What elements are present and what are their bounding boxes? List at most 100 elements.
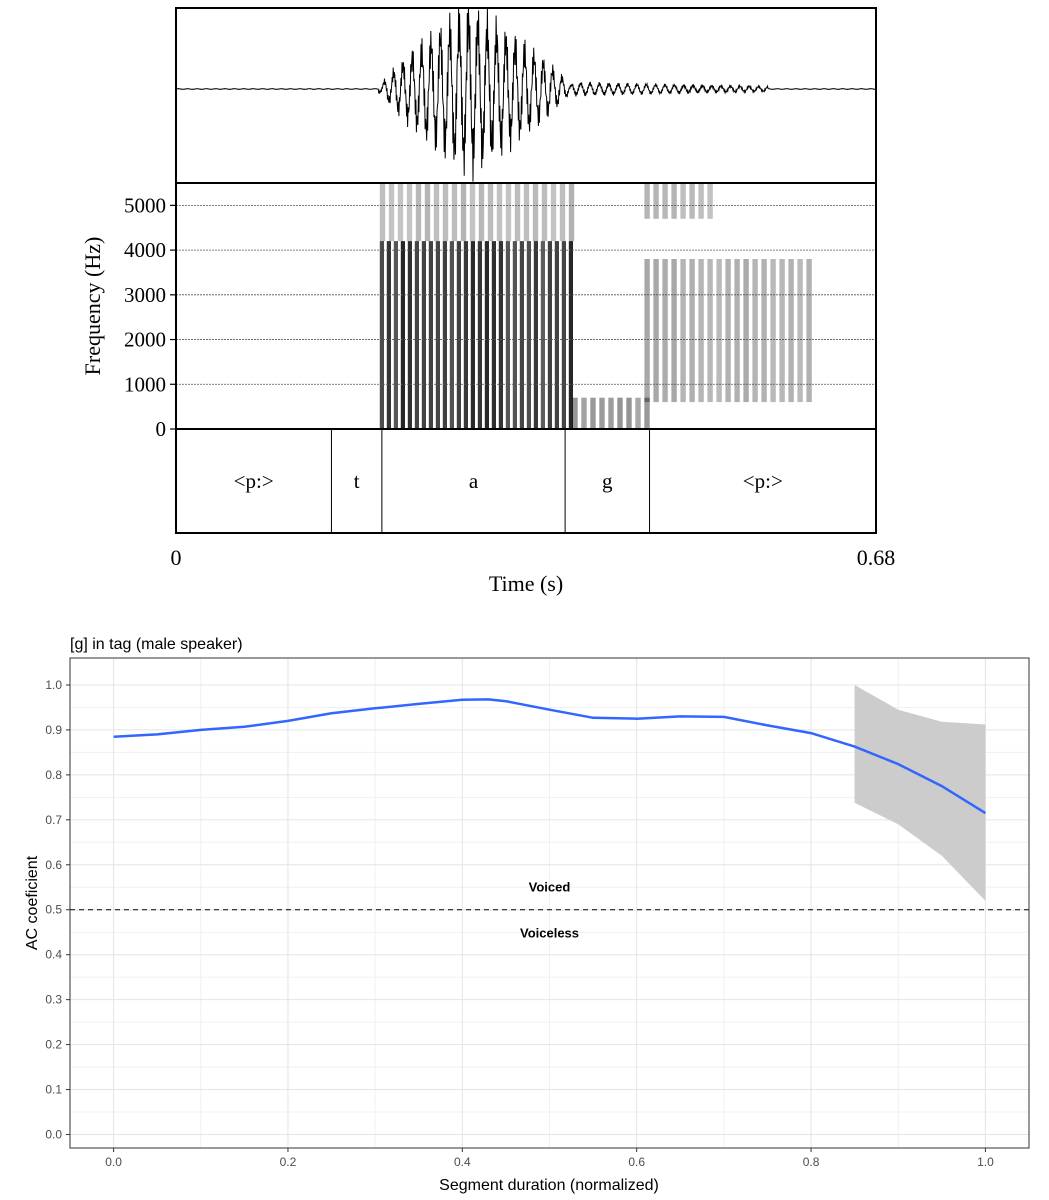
spectral-energy-band bbox=[770, 259, 776, 403]
y-tick-label: 0.4 bbox=[45, 948, 62, 962]
spectral-energy-band bbox=[680, 259, 686, 403]
spectral-energy-band bbox=[463, 241, 468, 429]
spectral-energy-band bbox=[523, 183, 530, 242]
spectral-energy-band bbox=[554, 241, 559, 429]
spectral-energy-band bbox=[561, 241, 566, 429]
spectral-energy-band bbox=[707, 183, 713, 219]
spectral-energy-band bbox=[653, 183, 659, 219]
frequency-tick-label: 4000 bbox=[124, 238, 166, 262]
spectral-energy-band bbox=[406, 183, 413, 242]
spectral-energy-band bbox=[393, 241, 398, 429]
segment-tier-panel bbox=[175, 428, 877, 534]
y-tick-label: 0.2 bbox=[45, 1038, 62, 1052]
y-tick-label: 0.9 bbox=[45, 723, 62, 737]
plot-panel bbox=[69, 657, 1030, 1149]
spectral-energy-band bbox=[608, 397, 614, 429]
spectral-energy-band bbox=[779, 259, 785, 403]
spectral-energy-band bbox=[388, 183, 395, 242]
spectral-energy-band bbox=[442, 241, 447, 429]
spectral-energy-band bbox=[379, 241, 384, 429]
spectral-energy-band bbox=[386, 241, 391, 429]
time-axis-label: Time (s) bbox=[489, 571, 563, 596]
spectral-energy-band bbox=[498, 241, 503, 429]
spectral-energy-band bbox=[761, 259, 767, 403]
spectral-energy-band bbox=[743, 259, 749, 403]
spectral-energy-band bbox=[689, 259, 695, 403]
spectral-energy-band bbox=[433, 183, 440, 242]
spectral-energy-band bbox=[449, 241, 454, 429]
spectral-energy-band bbox=[540, 241, 545, 429]
chart-axis-ticks: 0.0 0.2 0.4 0.6 0.8 1.0 0.0 0.1 0.2 0.3 0.4 0.5 0.6 0… bbox=[45, 678, 994, 1169]
spectral-energy-band bbox=[424, 183, 431, 242]
chart-title: [g] in tag (male speaker) bbox=[70, 636, 243, 653]
spectral-energy-band bbox=[752, 259, 758, 403]
frequency-tick-label: 3000 bbox=[124, 283, 166, 307]
y-tick-label: 1.0 bbox=[45, 678, 62, 692]
spectral-energy-band bbox=[505, 183, 512, 242]
spectral-energy-band bbox=[689, 183, 695, 219]
time-axis-end: 0.68 bbox=[857, 545, 896, 570]
spectral-energy-band bbox=[400, 241, 405, 429]
spectral-energy-band bbox=[590, 397, 596, 429]
spectral-energy-band bbox=[397, 183, 404, 242]
spectral-energy-band bbox=[533, 241, 538, 429]
waveform bbox=[175, 6, 877, 182]
spectral-energy-band bbox=[707, 259, 713, 403]
spectral-energy-band bbox=[806, 259, 812, 403]
spectral-energy-band bbox=[550, 183, 557, 242]
spectral-energy-band bbox=[716, 259, 722, 403]
frequency-tick-label: 0 bbox=[156, 417, 167, 441]
spectral-energy-band bbox=[415, 183, 422, 242]
spectral-energy-band bbox=[541, 183, 548, 242]
frequency-axis-label: Frequency (Hz) bbox=[80, 237, 105, 376]
ac-coefficient-line bbox=[113, 698, 987, 815]
waveform-panel bbox=[175, 7, 877, 184]
y-tick-label: 0.5 bbox=[45, 903, 62, 917]
spectral-energy-band bbox=[484, 241, 489, 429]
segment-label: <p:> bbox=[234, 469, 274, 493]
x-tick-label: 0.6 bbox=[628, 1155, 645, 1169]
frequency-axis-ticks: 0 1000 2000 3000 4000 5000 bbox=[124, 193, 176, 441]
x-tick-label: 0.0 bbox=[105, 1155, 122, 1169]
y-tick-label: 0.1 bbox=[45, 1083, 62, 1097]
voiced-annotation: Voiced bbox=[529, 879, 571, 894]
spectral-energy-band bbox=[519, 241, 524, 429]
spectral-energy-band bbox=[599, 397, 605, 429]
spectral-energy-band bbox=[581, 397, 587, 429]
spectral-energy-band bbox=[644, 183, 650, 219]
ac-coefficient-chart: [g] in tag (male speaker) 0.0 0.2 0.4 0.6 0.… bbox=[24, 636, 1030, 1194]
spectral-energy-band bbox=[568, 183, 575, 242]
spectral-energy-band bbox=[470, 241, 475, 429]
spectral-energy-band bbox=[379, 183, 386, 242]
spectral-energy-band bbox=[626, 397, 632, 429]
spectrogram-figure: 0 1000 2000 3000 4000 5000 <p:> t a g <p:> Freque… bbox=[80, 6, 896, 596]
spectrogram-energy bbox=[379, 183, 812, 429]
spectral-energy-band bbox=[512, 241, 517, 429]
spectral-energy-band bbox=[491, 241, 496, 429]
frequency-tick-label: 2000 bbox=[124, 328, 166, 352]
spectral-energy-band bbox=[547, 241, 552, 429]
segment-label: <p:> bbox=[743, 469, 783, 493]
segment-label: a bbox=[469, 469, 479, 493]
spectral-energy-band bbox=[698, 259, 704, 403]
spectral-energy-band bbox=[496, 183, 503, 242]
spectral-energy-band bbox=[451, 183, 458, 242]
spectral-energy-band bbox=[514, 183, 521, 242]
spectral-energy-band bbox=[442, 183, 449, 242]
spectral-energy-band bbox=[456, 241, 461, 429]
x-axis-label: Segment duration (normalized) bbox=[439, 1177, 659, 1194]
spectral-energy-band bbox=[505, 241, 510, 429]
spectral-energy-band bbox=[653, 259, 659, 403]
frequency-tick-label: 1000 bbox=[124, 372, 166, 396]
x-tick-label: 0.8 bbox=[803, 1155, 820, 1169]
spectral-energy-band bbox=[662, 183, 668, 219]
spectral-energy-band bbox=[797, 259, 803, 403]
spectral-energy-band bbox=[532, 183, 539, 242]
segment-tier: <p:> t a g <p:> bbox=[234, 429, 783, 533]
segment-label: t bbox=[354, 469, 360, 493]
chart-gridlines bbox=[70, 658, 1029, 1148]
frequency-tick-label: 5000 bbox=[124, 193, 166, 217]
spectral-energy-band bbox=[428, 241, 433, 429]
spectral-energy-band bbox=[469, 183, 476, 242]
spectral-energy-band bbox=[662, 259, 668, 403]
